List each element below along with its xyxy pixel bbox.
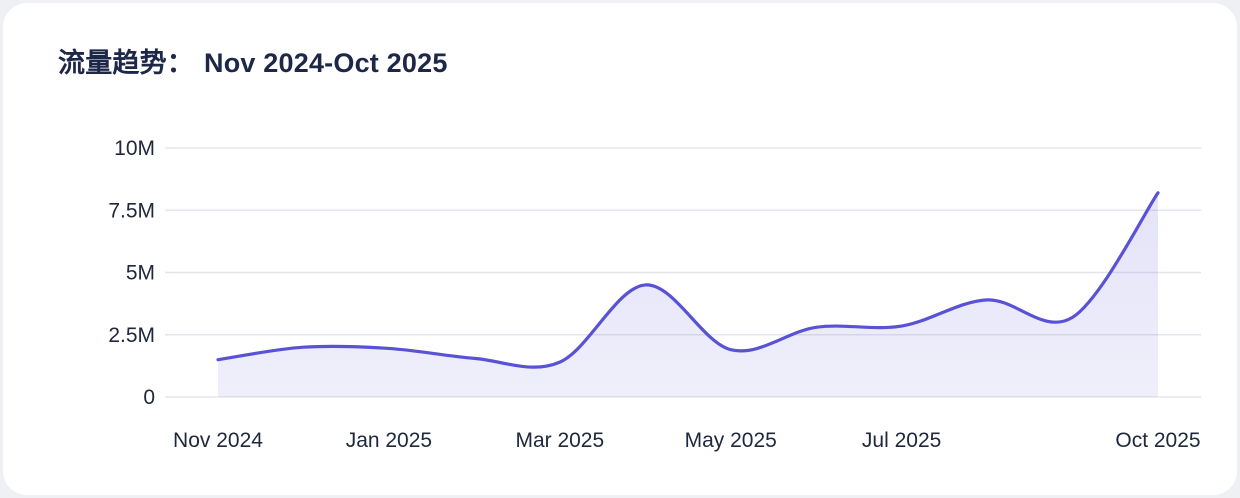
chart-title-range: Nov 2024-Oct 2025 xyxy=(204,48,448,78)
x-tick-label: Mar 2025 xyxy=(515,429,604,452)
y-tick-label: 2.5M xyxy=(108,324,155,347)
y-tick-label: 0 xyxy=(143,386,155,409)
y-tick-label: 10M xyxy=(114,137,155,160)
area-fill xyxy=(218,192,1158,397)
x-tick-label: Jan 2025 xyxy=(346,429,432,452)
y-tick-label: 5M xyxy=(126,262,155,285)
x-tick-label: May 2025 xyxy=(685,429,777,452)
y-tick-label: 7.5M xyxy=(108,199,155,222)
x-tick-label: Jul 2025 xyxy=(862,429,941,452)
x-tick-label: Oct 2025 xyxy=(1115,429,1200,452)
series-layer xyxy=(216,191,1160,397)
chart-title-cn: 流量趋势： xyxy=(58,48,194,78)
x-tick-label: Nov 2024 xyxy=(173,429,263,452)
axis-label-layer: 0 2.5M 5M 7.5M 10M Nov 2024 Jan 2025 Mar 2025 Ma… xyxy=(108,137,1200,452)
traffic-trend-chart[interactable]: 0 2.5M 5M 7.5M 10M Nov 2024 Jan 2025 Mar 2025 Ma… xyxy=(53,103,1213,473)
chart-title: 流量趋势： Nov 2024-Oct 2025 xyxy=(58,41,448,80)
traffic-trend-card: 流量趋势： Nov 2024-Oct 2025 0 2.5M 5M 7.5M 10M Nov… xyxy=(3,3,1237,495)
trend-line xyxy=(216,191,1160,369)
